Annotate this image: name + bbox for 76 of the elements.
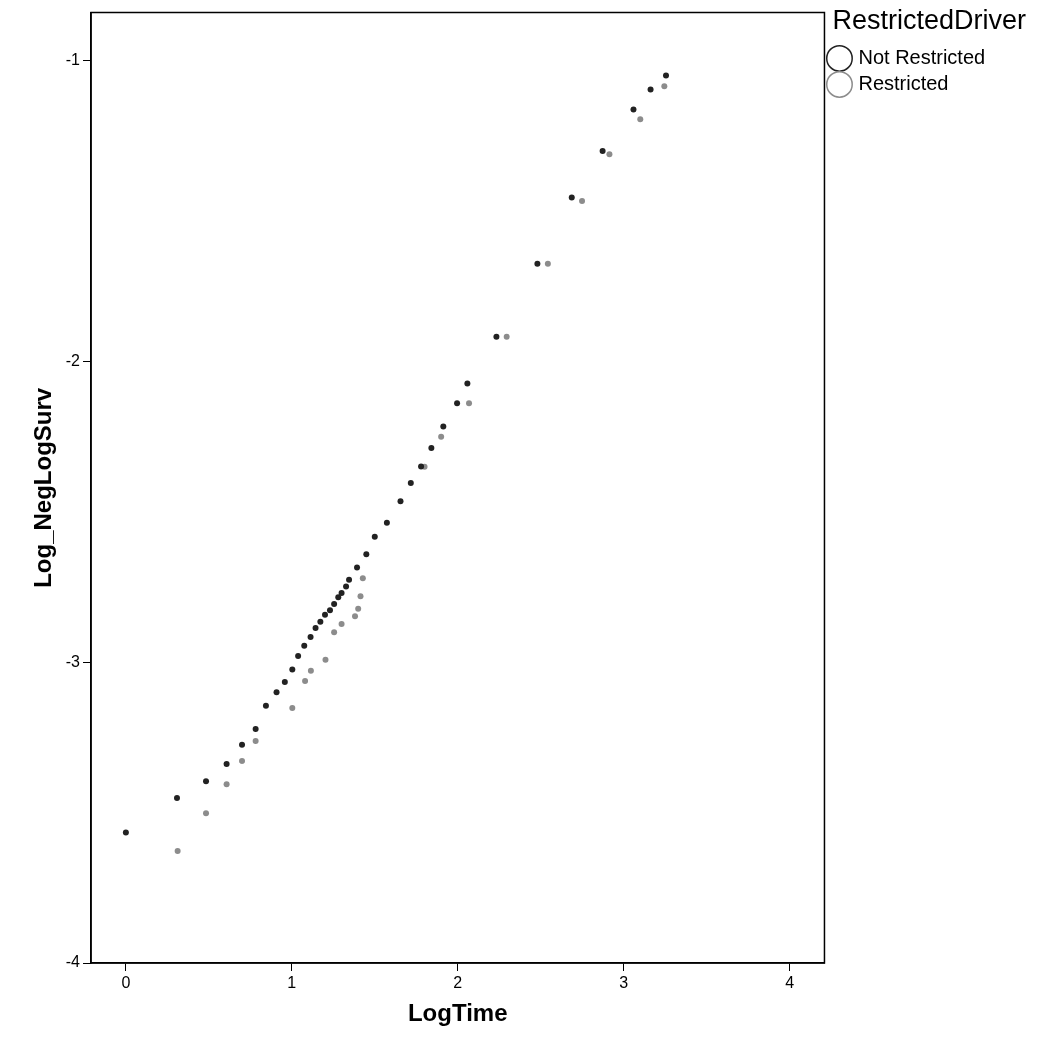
legend-title: RestrictedDriver (832, 4, 1027, 35)
y-tick-label: -4 (65, 953, 81, 971)
point (174, 848, 181, 855)
y-tick-label: -1 (65, 51, 81, 69)
point (338, 621, 345, 628)
y-tick-label: -3 (65, 652, 81, 670)
point (579, 197, 586, 204)
point (239, 757, 246, 764)
x-tick-label: 3 (619, 974, 629, 992)
point (317, 618, 324, 625)
point (661, 83, 668, 90)
point (331, 629, 338, 636)
point (407, 479, 414, 486)
point (338, 590, 345, 597)
x-tick-label: 4 (785, 974, 795, 992)
point (355, 605, 362, 612)
point (568, 194, 575, 201)
legend-label: Restricted (858, 71, 949, 94)
point (252, 726, 259, 733)
point (252, 738, 259, 745)
x-tick-label: 2 (453, 974, 463, 992)
point (281, 679, 288, 686)
point (335, 594, 342, 601)
point (289, 666, 296, 673)
point (397, 498, 404, 505)
point (239, 741, 246, 748)
point (371, 533, 378, 540)
point (663, 72, 669, 79)
point (606, 151, 613, 158)
point (599, 147, 606, 154)
point (493, 333, 500, 340)
x-axis-title: LogTime (407, 999, 508, 1027)
point (301, 642, 308, 649)
point (428, 445, 435, 452)
point (466, 400, 473, 407)
point (173, 794, 180, 801)
point (354, 564, 361, 571)
point (440, 423, 447, 430)
x-tick-label: 1 (287, 974, 297, 992)
point (273, 689, 280, 696)
y-tick-label: -2 (65, 351, 81, 369)
point (322, 611, 328, 618)
point (454, 400, 461, 407)
point (302, 677, 309, 684)
point (331, 600, 338, 607)
point (357, 593, 364, 600)
point (326, 607, 333, 614)
point (438, 433, 445, 440)
point (223, 760, 230, 767)
point (322, 656, 329, 663)
point (503, 333, 510, 340)
point (223, 781, 230, 788)
x-tick-label: 0 (121, 974, 131, 992)
point (122, 829, 129, 836)
point (203, 778, 210, 785)
point (352, 613, 359, 620)
point (307, 633, 314, 640)
y-axis-title: Log_NegLogSurv (29, 387, 57, 588)
point (295, 652, 302, 659)
point (203, 810, 210, 817)
point (312, 624, 319, 631)
point (307, 667, 314, 674)
point (343, 583, 350, 590)
point (534, 260, 541, 267)
point (346, 576, 353, 583)
point (359, 575, 366, 582)
point (637, 116, 644, 123)
legend-label: Not Restricted (858, 45, 986, 68)
point (363, 551, 370, 558)
point (464, 380, 471, 387)
point (544, 260, 551, 267)
point (262, 702, 269, 709)
point (630, 106, 637, 113)
point (383, 519, 390, 526)
point (289, 704, 296, 711)
point (647, 86, 654, 93)
